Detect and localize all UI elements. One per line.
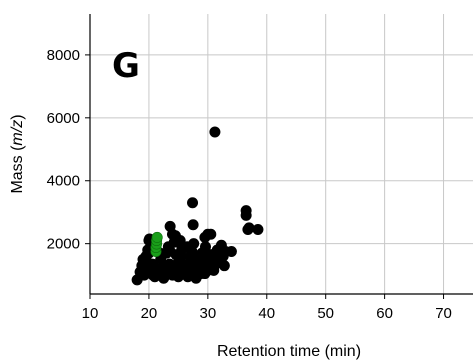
panel-letter: G xyxy=(112,46,140,86)
scatter-point xyxy=(242,224,254,236)
scatter-point xyxy=(203,261,215,273)
x-tick-label: 40 xyxy=(258,305,275,322)
y-axis-label: Mass (m/z) xyxy=(9,114,26,193)
axes xyxy=(85,14,473,299)
x-tick-label: 70 xyxy=(435,305,452,322)
scatter-point xyxy=(169,230,181,242)
scatter-point xyxy=(240,205,252,217)
scatter-point xyxy=(195,268,207,280)
scatter-point xyxy=(177,242,189,254)
tick-labels: 10 20 30 40 50 60 70 2000 4000 6000 8000 xyxy=(47,47,452,322)
scatter-point xyxy=(225,246,237,258)
scatter-point xyxy=(252,224,264,236)
x-axis-label: Retention time (min) xyxy=(217,343,361,360)
y-axis-label-italic: m/z xyxy=(9,120,26,146)
scatter-point xyxy=(156,266,168,278)
x-tick-label: 10 xyxy=(82,305,99,322)
x-tick-label: 30 xyxy=(200,305,217,322)
scatter-point xyxy=(205,228,217,240)
scatter-point xyxy=(209,126,221,138)
scatter-point xyxy=(139,263,151,275)
y-tick-label: 4000 xyxy=(47,173,80,190)
scatter-point xyxy=(211,247,223,259)
scatter-point xyxy=(164,244,176,256)
y-tick-label: 6000 xyxy=(47,110,80,127)
data-points xyxy=(131,126,264,286)
scatter-point xyxy=(187,197,199,209)
x-tick-label: 60 xyxy=(376,305,393,322)
x-tick-label: 50 xyxy=(317,305,334,322)
x-tick-label: 20 xyxy=(141,305,158,322)
y-tick-label: 8000 xyxy=(47,47,80,64)
y-axis-label-suffix: ) xyxy=(9,114,26,119)
scatter-point xyxy=(168,263,180,275)
grid-lines xyxy=(90,14,473,294)
y-tick-label: 2000 xyxy=(47,236,80,253)
y-axis-label-prefix: Mass ( xyxy=(9,145,26,194)
scatter-point xyxy=(187,219,199,231)
scatter-point xyxy=(191,250,203,262)
scatter-point-green xyxy=(151,231,163,243)
scatter-point xyxy=(183,258,195,270)
scatter-point xyxy=(218,260,230,272)
